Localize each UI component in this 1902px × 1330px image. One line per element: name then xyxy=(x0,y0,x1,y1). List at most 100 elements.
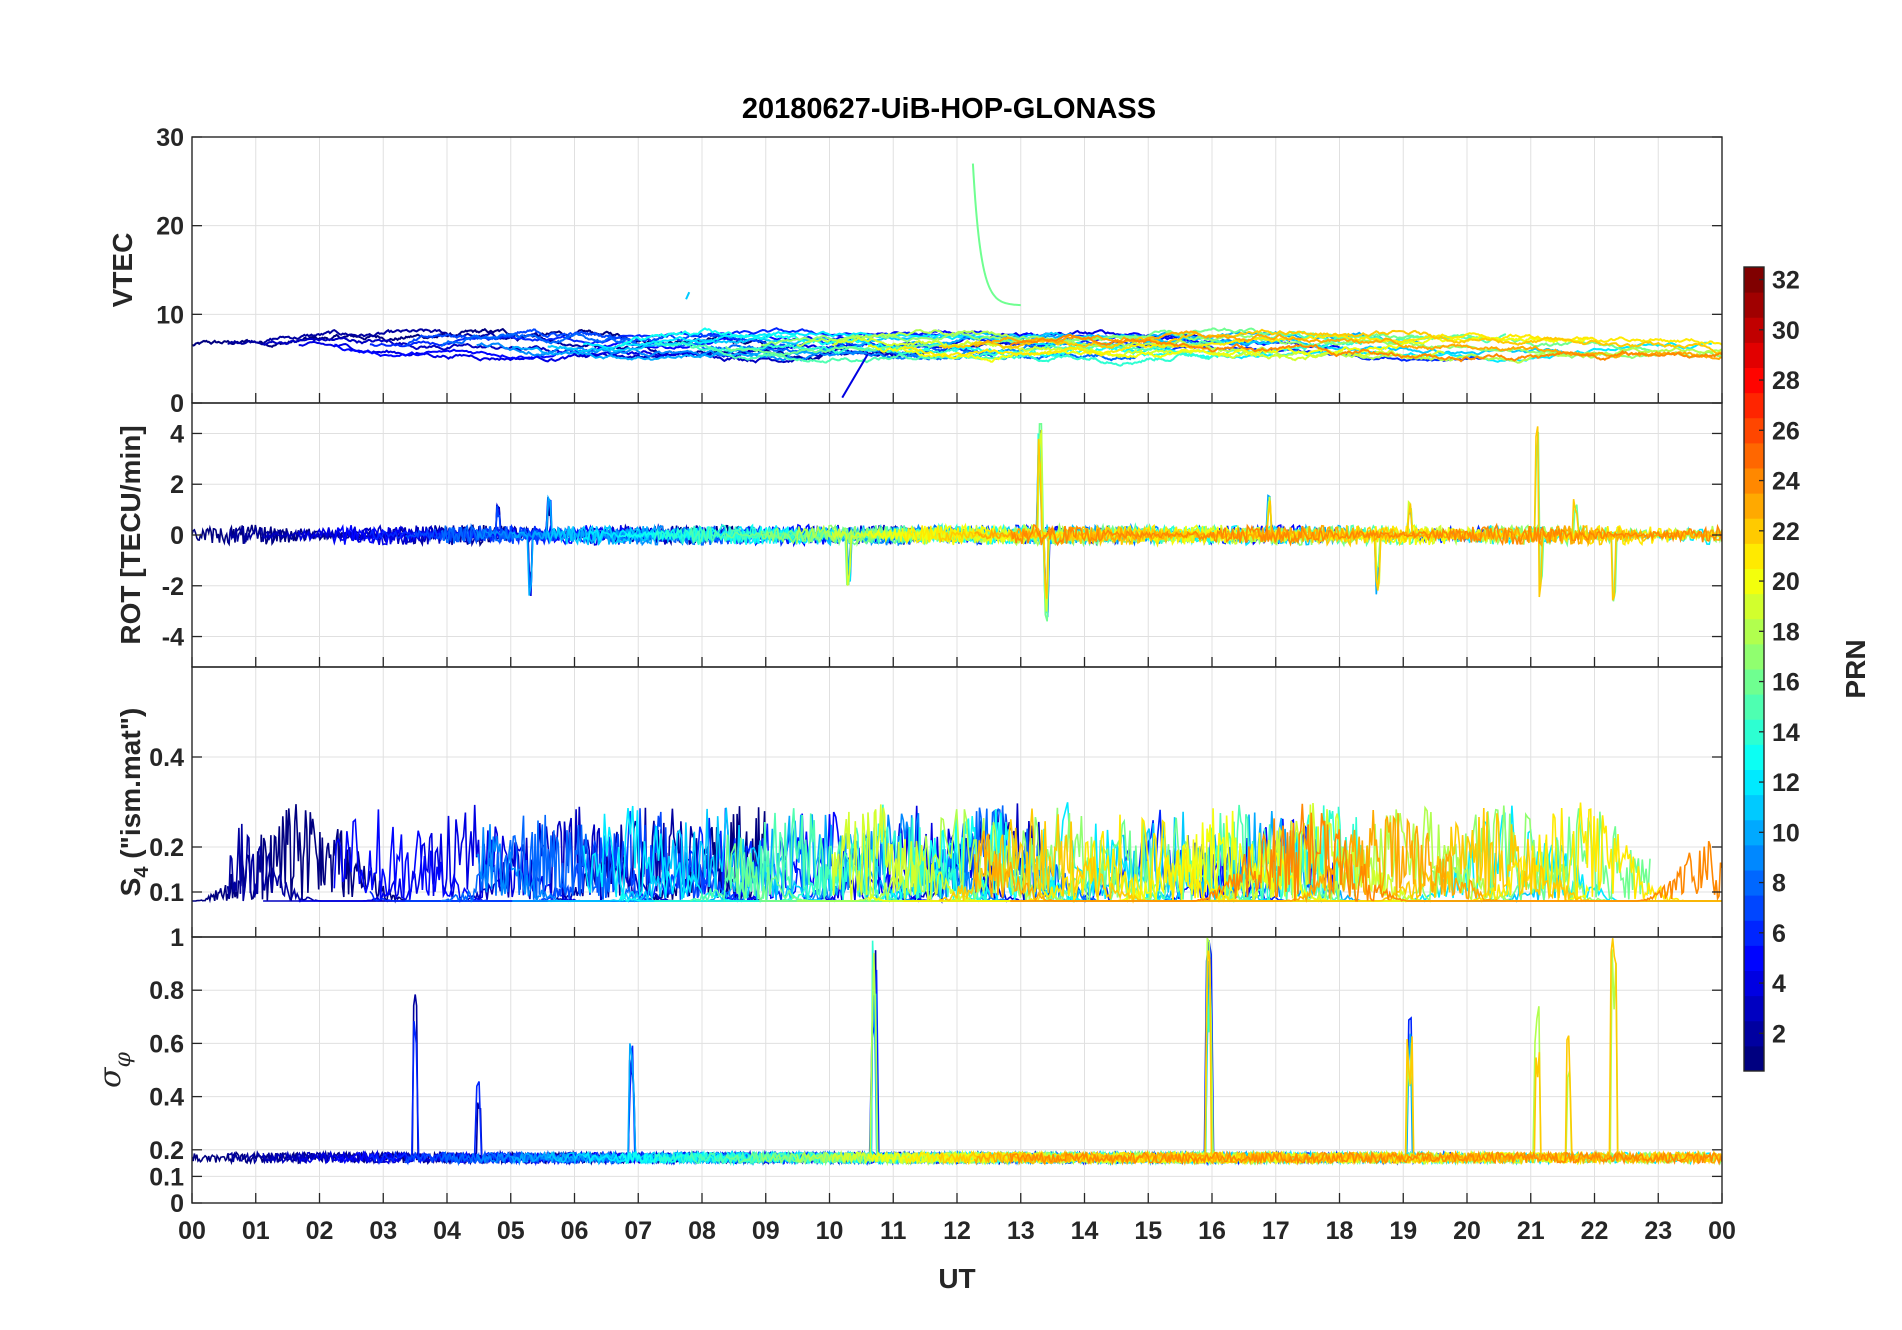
colorbar-tick-label: 4 xyxy=(1772,970,1786,998)
x-tick-label: 06 xyxy=(561,1217,589,1245)
chart-title: 20180627-UiB-HOP-GLONASS xyxy=(742,93,1156,125)
colorbar-swatch xyxy=(1744,493,1764,519)
series-line-prn-14 xyxy=(653,940,1363,1167)
colorbar-swatch xyxy=(1744,267,1764,293)
y-tick-label: 0 xyxy=(170,522,184,550)
y-tick-label: 0.4 xyxy=(149,1084,184,1112)
x-tick-label: 14 xyxy=(1071,1217,1099,1245)
series-line-prn-4 xyxy=(297,430,1199,613)
y-axis-label: ROT [TECU/min] xyxy=(115,425,146,644)
x-tick-label: 22 xyxy=(1581,1217,1609,1245)
colorbar-swatch xyxy=(1744,1045,1764,1072)
series-lines xyxy=(192,163,1722,399)
y-tick-label: 0.6 xyxy=(149,1030,184,1058)
y-tick-label: 0.1 xyxy=(149,1163,184,1191)
x-tick-label: 04 xyxy=(433,1217,461,1245)
series-line-prn-21 xyxy=(903,332,1722,358)
series-line-prn-24 xyxy=(1009,522,1722,547)
y-tick-label: 20 xyxy=(156,213,184,241)
colorbar-tick-label: 20 xyxy=(1772,568,1800,596)
x-tick-label: 21 xyxy=(1517,1217,1545,1245)
y-axis-label: VTEC xyxy=(107,233,138,308)
x-tick-label: 12 xyxy=(943,1217,971,1245)
colorbar-swatch xyxy=(1744,819,1764,846)
series-line-prn-2 xyxy=(227,328,910,362)
colorbar-swatch xyxy=(1744,417,1764,444)
colorbar-swatch xyxy=(1744,895,1764,921)
colorbar-swatch xyxy=(1744,995,1764,1022)
x-tick-label: 16 xyxy=(1198,1217,1226,1245)
series-line-prn-10 xyxy=(511,960,1425,1167)
series-line-prn-22 xyxy=(938,426,1722,601)
y-tick-label: 0.2 xyxy=(149,1137,184,1165)
colorbar-swatch xyxy=(1744,920,1764,946)
colorbar-tick-label: 14 xyxy=(1772,719,1800,747)
series-line-prn-11 xyxy=(547,331,1569,357)
y-tick-label: 0.8 xyxy=(149,977,184,1005)
colorbar-swatch xyxy=(1744,442,1764,469)
x-tick-label: 17 xyxy=(1262,1217,1290,1245)
series-lines xyxy=(192,802,1722,904)
series-line-prn-24 xyxy=(1009,1149,1722,1166)
y-tick-label: -2 xyxy=(162,573,184,601)
colorbar-swatch xyxy=(1744,744,1764,770)
colorbar-box xyxy=(1743,266,1765,1072)
colorbar-swatch xyxy=(1744,1020,1764,1047)
series-line-prn-16 xyxy=(724,422,1651,622)
x-axis: 00 01 02 03 04 05 06 07 08 09 10 11 12 13 14 15 16 17 18 19… xyxy=(178,393,1736,1245)
y-axis-label: σφ xyxy=(93,1051,136,1087)
series-line-prn-6 xyxy=(369,940,1486,1167)
colorbar-swatch xyxy=(1744,518,1764,544)
colorbar-tick-label: 16 xyxy=(1772,669,1800,697)
colorbar-tick-label: 8 xyxy=(1772,870,1786,898)
x-tick-label: 20 xyxy=(1453,1217,1481,1245)
x-tick-label: 10 xyxy=(816,1217,844,1245)
colorbar-tick-label: 10 xyxy=(1772,819,1800,847)
colorbar-tick-label: 18 xyxy=(1772,618,1800,646)
x-tick-label: 11 xyxy=(880,1217,907,1245)
series-line-prn-18 xyxy=(795,937,1722,1167)
colorbar-swatch xyxy=(1744,844,1764,871)
colorbar-swatch xyxy=(1744,769,1764,796)
colorbar-tick-label: 2 xyxy=(1772,1020,1786,1048)
series-line-prn-22 xyxy=(938,328,1722,355)
panel-3: 0.1 0.2 0.4S4 ("ism.mat") xyxy=(115,666,1723,938)
series-line-prn-9 xyxy=(476,338,1281,362)
colorbar-swatch xyxy=(1744,719,1764,745)
x-tick-label: 19 xyxy=(1389,1217,1417,1245)
x-tick-label: 07 xyxy=(624,1217,652,1245)
series-line-prn-24 xyxy=(1009,333,1722,363)
y-tick-label: 30 xyxy=(156,124,184,152)
y-tick-label: 0 xyxy=(170,1190,184,1218)
panel-4: 00.10.2 0.4 0.6 0.8 1 σφ xyxy=(93,924,1723,1218)
x-tick-label: 00 xyxy=(178,1217,206,1245)
x-tick-label: 09 xyxy=(752,1217,780,1245)
colorbar-swatch xyxy=(1744,568,1764,595)
series-lines xyxy=(192,422,1722,622)
x-tick-label: 13 xyxy=(1007,1217,1035,1245)
panel-2: -4 -2 0 2 4 ROT [TECU/min] xyxy=(115,402,1723,668)
feature-line xyxy=(971,163,1021,307)
x-tick-label: 18 xyxy=(1326,1217,1354,1245)
colorbar-swatch xyxy=(1744,945,1764,971)
x-tick-label: 05 xyxy=(497,1217,525,1245)
y-axis-label: S4 ("ism.mat") xyxy=(115,708,153,897)
feature-line xyxy=(841,353,869,399)
y-tick-label: 0.2 xyxy=(149,834,184,862)
panel-1: 0 10 20 30 VTEC xyxy=(107,124,1723,418)
x-tick-label: 01 xyxy=(242,1217,270,1245)
colorbar-swatch xyxy=(1744,292,1764,318)
series-line-prn-2 xyxy=(227,950,911,1166)
colorbar-swatch xyxy=(1744,794,1764,821)
colorbar-swatch xyxy=(1744,970,1764,997)
x-tick-label: 03 xyxy=(369,1217,397,1245)
colorbar-swatch xyxy=(1744,593,1764,620)
colorbar-swatch xyxy=(1744,643,1764,670)
colorbar-swatch xyxy=(1744,618,1764,645)
series-line-prn-23 xyxy=(974,330,1722,361)
colorbar-swatch xyxy=(1744,543,1764,569)
colorbar-tick-label: 6 xyxy=(1772,920,1786,948)
y-tick-label: -4 xyxy=(162,624,184,652)
